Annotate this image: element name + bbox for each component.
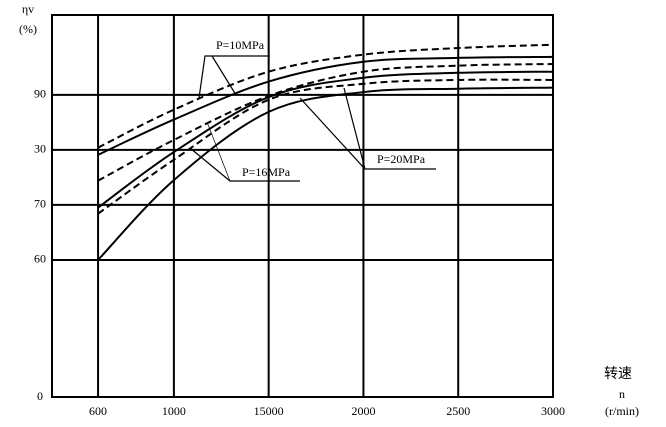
leader-line (206, 121, 231, 182)
leader-line (198, 55, 270, 99)
x-tick-label: 2500 (446, 404, 470, 418)
leader-lines (189, 55, 436, 182)
y-tick-label: 70 (34, 197, 46, 211)
x-tick-label: 15000 (254, 404, 284, 418)
x-axis-unit: (r/min) (605, 404, 639, 418)
y-axis-label: ηv (22, 2, 34, 16)
line-series (97, 55, 554, 156)
x-tick-label: 2000 (351, 404, 375, 418)
annotation: P=20MPa (377, 152, 426, 166)
y-tick-label: 60 (34, 252, 46, 266)
line-series (97, 86, 554, 261)
line-series (97, 43, 554, 149)
y-axis-unit: (%) (19, 22, 37, 36)
y-tick-label: 90 (34, 87, 46, 101)
x-axis-label: 转速 (604, 366, 632, 382)
origin-label: 0 (37, 389, 43, 403)
line-series (97, 62, 554, 182)
x-axis-symbol: n (619, 387, 625, 401)
y-tick-label: 30 (34, 142, 46, 156)
leader-line (211, 55, 237, 96)
annotation: P=16MPa (242, 165, 291, 179)
x-tick-label: 3000 (541, 404, 565, 418)
x-tick-label: 1000 (162, 404, 186, 418)
leader-line (343, 87, 366, 170)
annotation: P=10MPa (216, 38, 265, 52)
line-series (97, 78, 554, 215)
x-tick-label: 600 (89, 404, 107, 418)
line-series (97, 70, 554, 209)
